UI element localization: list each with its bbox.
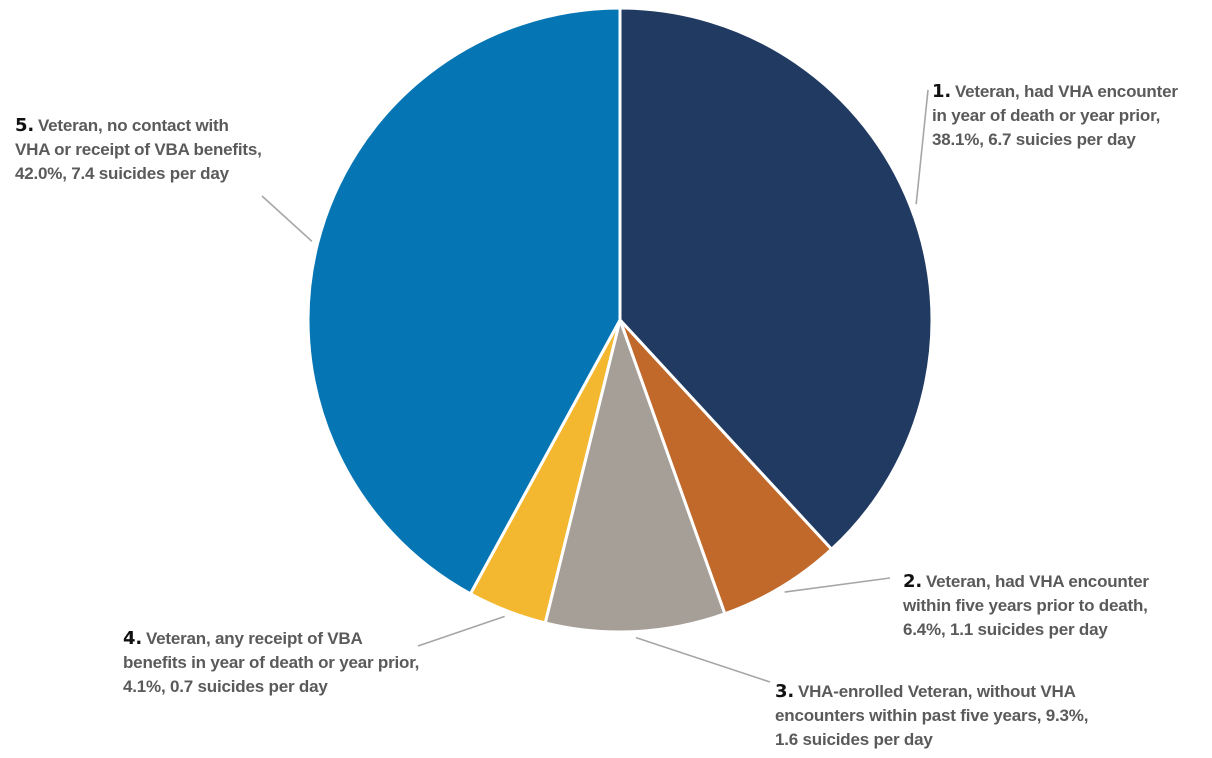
slice-label-1-text-1: Veteran, had VHA encounter	[954, 82, 1178, 101]
leader-line-4	[417, 615, 505, 647]
slice-label-3-text-1: VHA-enrolled Veteran, without VHA	[797, 682, 1076, 701]
slice-label-4-text-1: Veteran, any receipt of VBA	[145, 629, 363, 648]
slice-label-4-line-3: 4.1%, 0.7 suicides per day	[123, 677, 328, 696]
leader-line-1	[915, 89, 929, 205]
leader-line-3	[635, 636, 771, 683]
slice-label-2: 2. Veteran, had VHA encounter within five…	[903, 570, 1149, 642]
slice-label-1-line-2: in year of death or year prior,	[932, 106, 1161, 125]
slice-label-3-number: 3.	[775, 681, 794, 702]
slice-label-4-line-2: benefits in year of death or year prior,	[123, 653, 420, 672]
slice-label-5-line-3: 42.0%, 7.4 suicides per day	[15, 164, 229, 183]
slice-label-2-line-1: 2. Veteran, had VHA encounter	[903, 570, 1149, 594]
slice-label-5-line-2: VHA or receipt of VBA benefits,	[15, 140, 262, 159]
leader-line-5	[261, 195, 313, 242]
pie-slice-2	[618, 318, 834, 616]
slice-label-4: 4. Veteran, any receipt of VBA benefits i…	[123, 627, 419, 699]
slice-label-5-text-1: Veteran, no contact with	[37, 116, 229, 135]
slices-group	[306, 6, 934, 634]
slice-label-3-line-2: encounters within past five years, 9.3%,	[775, 706, 1089, 725]
slice-label-1-line-1: 1. Veteran, had VHA encounter	[932, 80, 1178, 104]
slice-label-2-line-3: 6.4%, 1.1 suicides per day	[903, 620, 1108, 639]
leader-lines	[261, 89, 929, 683]
slice-label-4-line-1: 4. Veteran, any receipt of VBA	[123, 627, 419, 651]
slice-label-1: 1. Veteran, had VHA encounter in year of …	[932, 80, 1178, 152]
slice-label-4-number: 4.	[123, 628, 142, 649]
slice-label-5-number: 5.	[15, 115, 34, 136]
slice-label-5-line-1: 5. Veteran, no contact with	[15, 114, 262, 138]
slice-label-2-text-1: Veteran, had VHA encounter	[925, 572, 1149, 591]
slice-label-2-line-2: within five years prior to death,	[903, 596, 1148, 615]
slice-label-2-number: 2.	[903, 571, 922, 592]
pie-slice-3	[543, 314, 727, 634]
slice-label-3-line-1: 3. VHA-enrolled Veteran, without VHA	[775, 680, 1088, 704]
pie-slice-1	[618, 6, 934, 552]
leader-line-2	[784, 577, 891, 593]
pie-slice-5	[306, 6, 622, 596]
slice-label-1-line-3: 38.1%, 6.7 suicies per day	[932, 130, 1136, 149]
slice-label-3: 3. VHA-enrolled Veteran, without VHA enco…	[775, 680, 1088, 752]
slice-label-1-number: 1.	[932, 81, 951, 102]
slice-label-3-line-3: 1.6 suicides per day	[775, 730, 933, 749]
slice-label-5: 5. Veteran, no contact with VHA or receip…	[15, 114, 262, 186]
